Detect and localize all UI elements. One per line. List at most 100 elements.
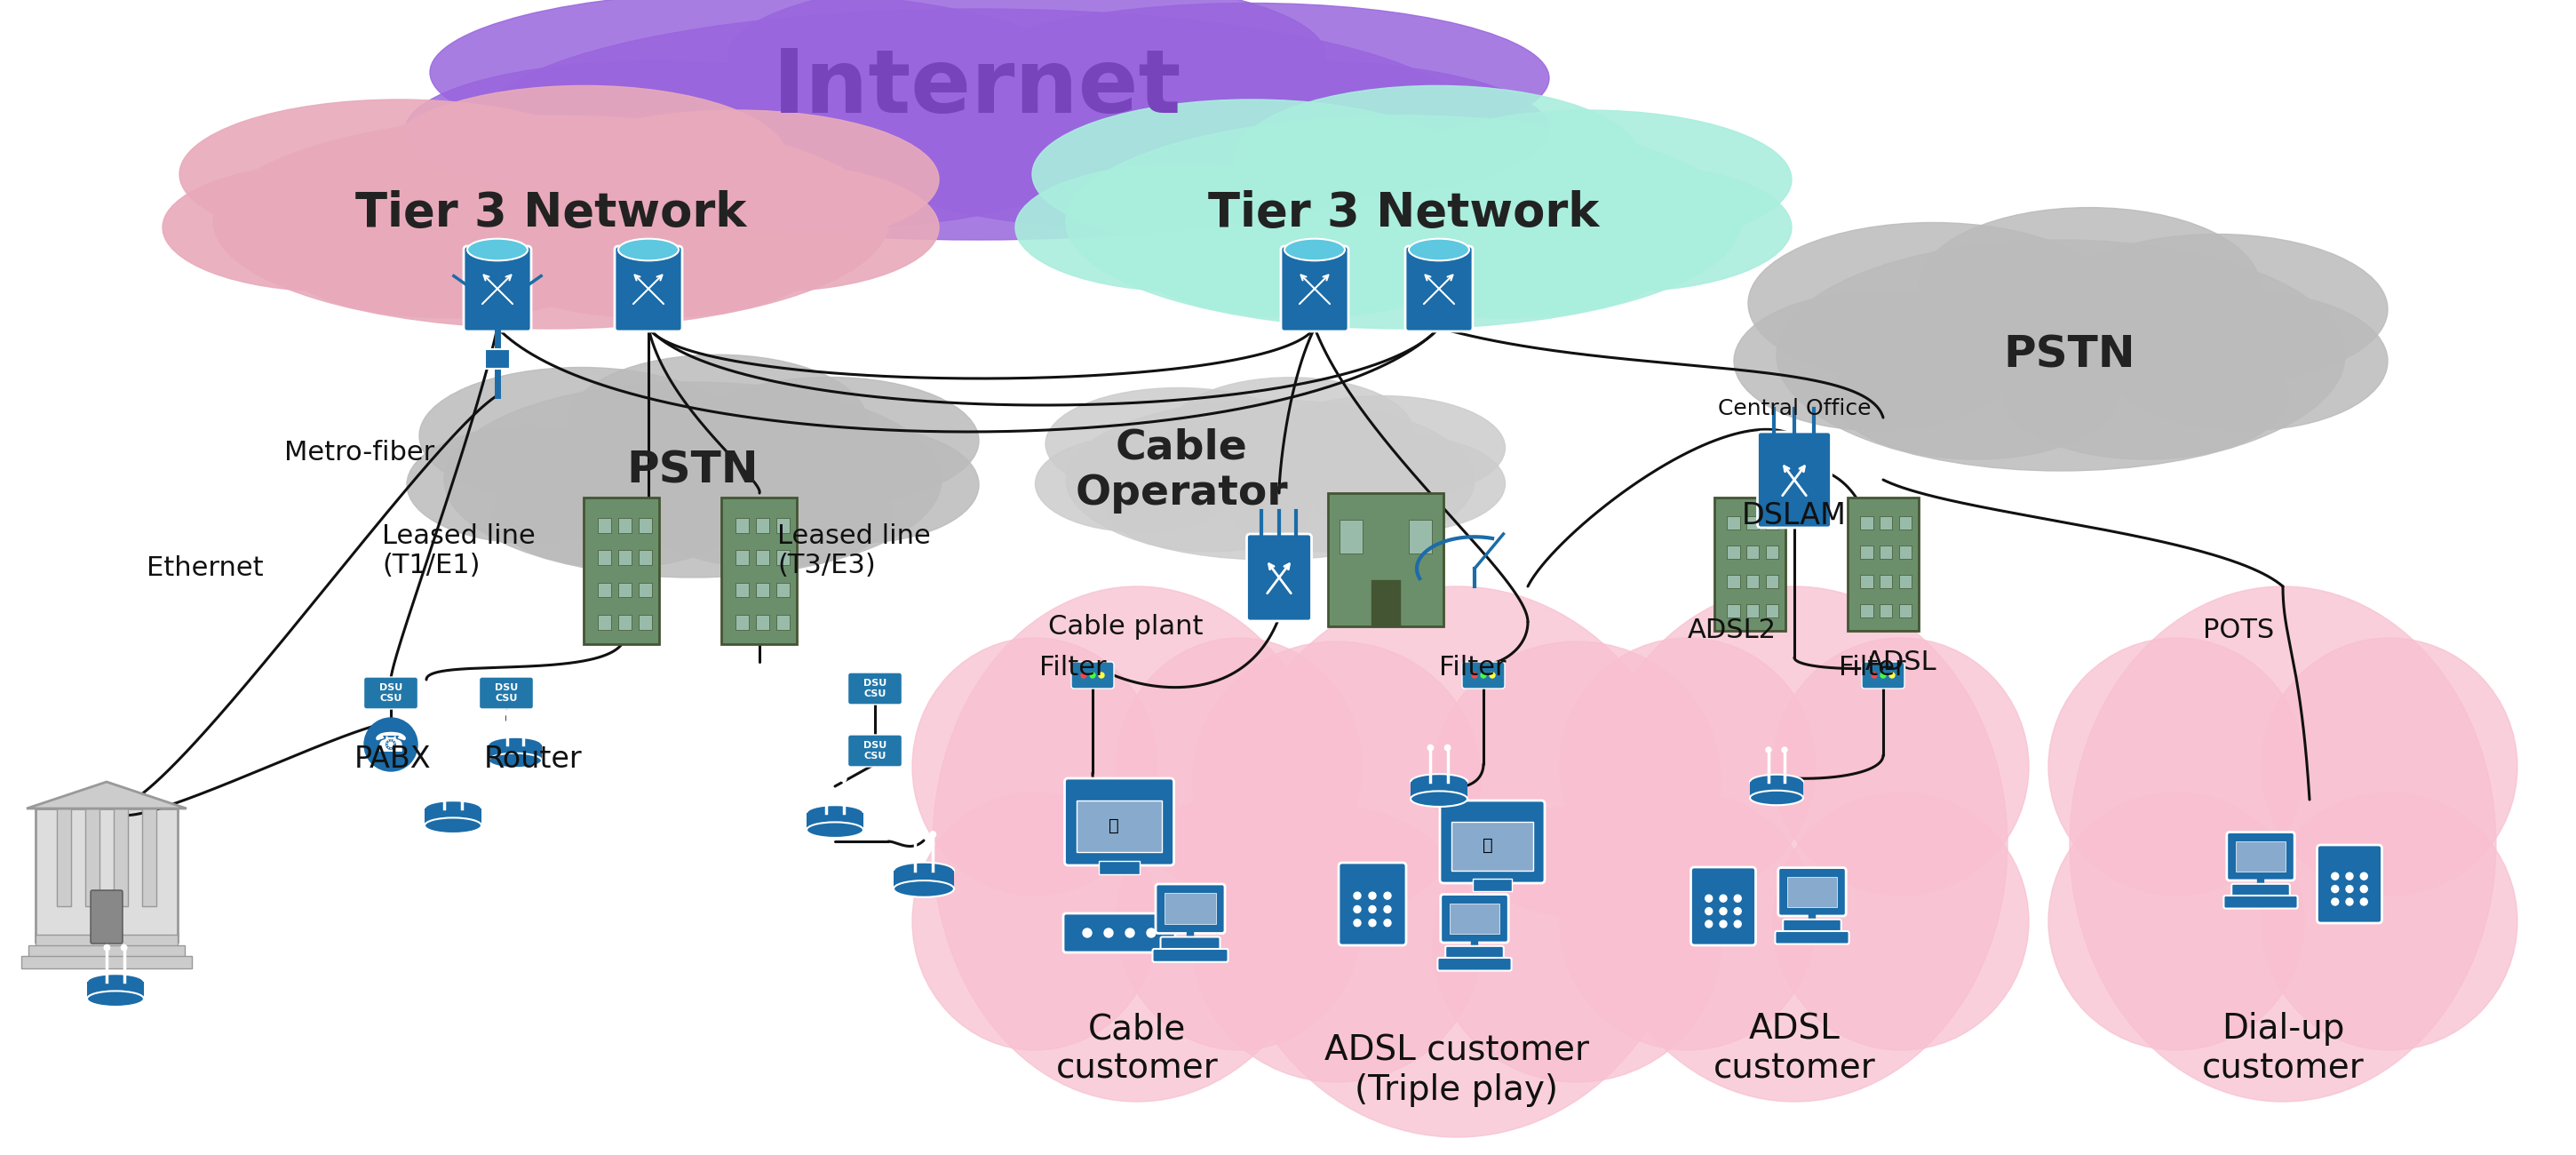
Circle shape	[1355, 906, 1360, 912]
Ellipse shape	[489, 737, 541, 752]
FancyBboxPatch shape	[1726, 604, 1739, 618]
Ellipse shape	[1301, 435, 1504, 531]
FancyBboxPatch shape	[1450, 903, 1499, 933]
FancyBboxPatch shape	[1765, 516, 1777, 529]
Ellipse shape	[1133, 201, 1471, 318]
FancyBboxPatch shape	[1409, 520, 1432, 553]
Ellipse shape	[407, 426, 654, 543]
FancyBboxPatch shape	[848, 672, 902, 705]
FancyBboxPatch shape	[1162, 937, 1221, 953]
Ellipse shape	[1749, 223, 2117, 385]
Ellipse shape	[806, 805, 863, 821]
Circle shape	[103, 945, 111, 951]
FancyBboxPatch shape	[1880, 575, 1893, 588]
Polygon shape	[26, 782, 185, 808]
Ellipse shape	[1777, 240, 2344, 471]
Circle shape	[440, 772, 448, 777]
FancyBboxPatch shape	[618, 582, 631, 597]
Ellipse shape	[1749, 790, 1803, 805]
Ellipse shape	[1036, 435, 1239, 531]
Text: DSU
CSU: DSU CSU	[863, 679, 886, 698]
Ellipse shape	[1834, 333, 2117, 460]
Circle shape	[1873, 672, 1878, 678]
FancyBboxPatch shape	[1860, 604, 1873, 618]
Circle shape	[2347, 899, 2352, 906]
Text: PSTN: PSTN	[2004, 334, 2136, 377]
Circle shape	[1705, 895, 1713, 902]
FancyBboxPatch shape	[639, 519, 652, 532]
Ellipse shape	[214, 116, 889, 329]
Text: Cable
customer: Cable customer	[1056, 1012, 1218, 1085]
Ellipse shape	[1772, 792, 2030, 1050]
FancyBboxPatch shape	[618, 550, 631, 565]
FancyBboxPatch shape	[2226, 832, 2295, 880]
Ellipse shape	[806, 822, 863, 837]
Ellipse shape	[425, 818, 482, 834]
FancyBboxPatch shape	[585, 498, 659, 644]
Ellipse shape	[1412, 791, 1468, 806]
FancyBboxPatch shape	[479, 677, 533, 709]
Ellipse shape	[1066, 116, 1741, 329]
FancyBboxPatch shape	[639, 582, 652, 597]
Ellipse shape	[1051, 61, 1548, 200]
Ellipse shape	[281, 201, 618, 318]
Circle shape	[2347, 886, 2352, 893]
FancyBboxPatch shape	[734, 550, 750, 565]
Ellipse shape	[1453, 164, 1793, 291]
Ellipse shape	[381, 85, 788, 231]
Ellipse shape	[2105, 292, 2388, 431]
Ellipse shape	[2045, 234, 2388, 385]
Text: 👫: 👫	[1481, 837, 1492, 854]
FancyBboxPatch shape	[1100, 860, 1139, 874]
Circle shape	[1721, 908, 1726, 915]
Ellipse shape	[1033, 99, 1471, 248]
FancyBboxPatch shape	[734, 582, 750, 597]
Ellipse shape	[2048, 638, 2303, 895]
FancyBboxPatch shape	[1329, 493, 1443, 626]
Ellipse shape	[1216, 587, 1698, 1138]
Ellipse shape	[1285, 239, 1345, 261]
Circle shape	[1783, 747, 1788, 753]
Circle shape	[1383, 892, 1391, 900]
Ellipse shape	[1337, 201, 1674, 318]
FancyBboxPatch shape	[142, 808, 157, 907]
Circle shape	[1105, 929, 1113, 938]
Circle shape	[520, 710, 526, 715]
Ellipse shape	[425, 800, 482, 817]
FancyBboxPatch shape	[755, 582, 770, 597]
FancyBboxPatch shape	[1412, 782, 1468, 799]
FancyBboxPatch shape	[1899, 545, 1911, 559]
Circle shape	[1481, 672, 1486, 678]
Ellipse shape	[1412, 774, 1468, 790]
FancyBboxPatch shape	[1880, 516, 1893, 529]
FancyBboxPatch shape	[1747, 545, 1759, 559]
FancyBboxPatch shape	[2316, 845, 2383, 923]
Ellipse shape	[495, 460, 742, 568]
Text: ☎: ☎	[374, 731, 407, 758]
Text: PABX: PABX	[353, 745, 430, 774]
Circle shape	[1880, 672, 1886, 678]
FancyBboxPatch shape	[1437, 957, 1512, 970]
FancyBboxPatch shape	[1765, 575, 1777, 588]
Circle shape	[1383, 906, 1391, 912]
Ellipse shape	[1015, 164, 1352, 291]
Ellipse shape	[88, 974, 144, 990]
Ellipse shape	[680, 378, 979, 505]
Circle shape	[1721, 921, 1726, 927]
Ellipse shape	[1260, 396, 1504, 500]
FancyBboxPatch shape	[1440, 894, 1510, 942]
Ellipse shape	[878, 102, 1376, 229]
Circle shape	[1355, 919, 1360, 926]
FancyBboxPatch shape	[1473, 879, 1512, 891]
Text: Ethernet: Ethernet	[147, 556, 263, 581]
Text: Cable plant: Cable plant	[1048, 613, 1203, 639]
Circle shape	[1888, 672, 1896, 678]
Circle shape	[121, 945, 126, 951]
Text: DSU
CSU: DSU CSU	[863, 742, 886, 760]
FancyBboxPatch shape	[489, 745, 541, 760]
Circle shape	[1082, 672, 1087, 678]
FancyBboxPatch shape	[1862, 662, 1904, 688]
Ellipse shape	[1193, 806, 1481, 1082]
Circle shape	[824, 776, 829, 782]
Ellipse shape	[489, 753, 541, 768]
